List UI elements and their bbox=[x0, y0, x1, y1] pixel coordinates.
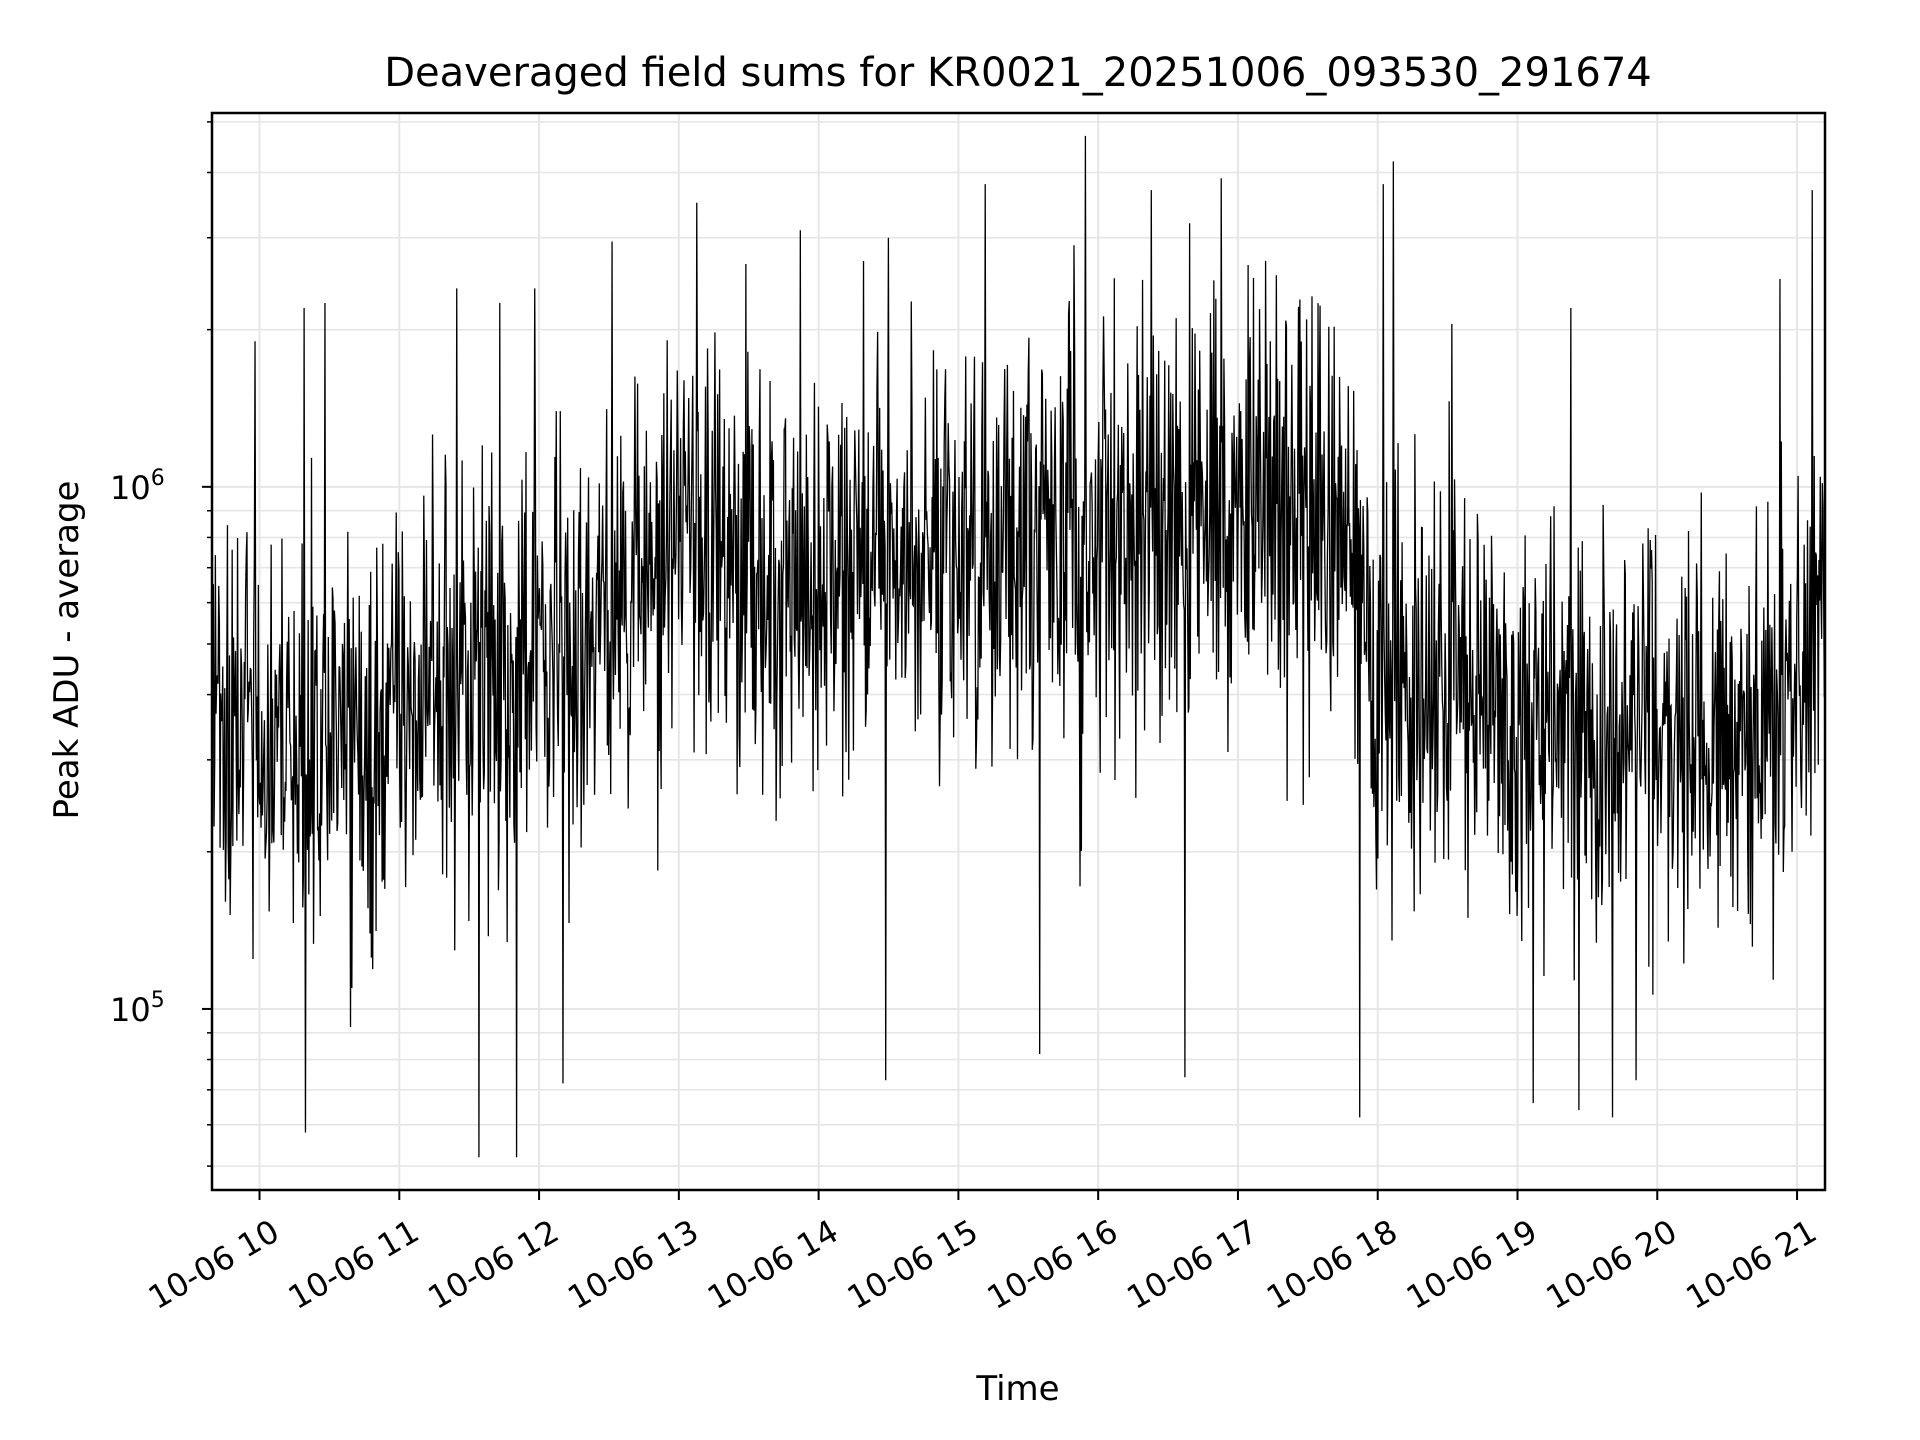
series-layer bbox=[212, 135, 1825, 1158]
plot-frame bbox=[210, 111, 1827, 1192]
y-axis: 105 106 bbox=[110, 121, 212, 1167]
series-line-deaveraged-field-sum bbox=[212, 135, 1825, 1158]
y-axis-label: Peak ADU - average bbox=[47, 481, 87, 820]
chart-title: Deaveraged field sums for KR0021_2025100… bbox=[384, 50, 1652, 96]
y-tick-label: 106 bbox=[110, 466, 165, 507]
x-axis-label: Time bbox=[975, 1369, 1059, 1409]
y-tick-label: 105 bbox=[110, 988, 165, 1029]
plot-area bbox=[212, 135, 1825, 1158]
